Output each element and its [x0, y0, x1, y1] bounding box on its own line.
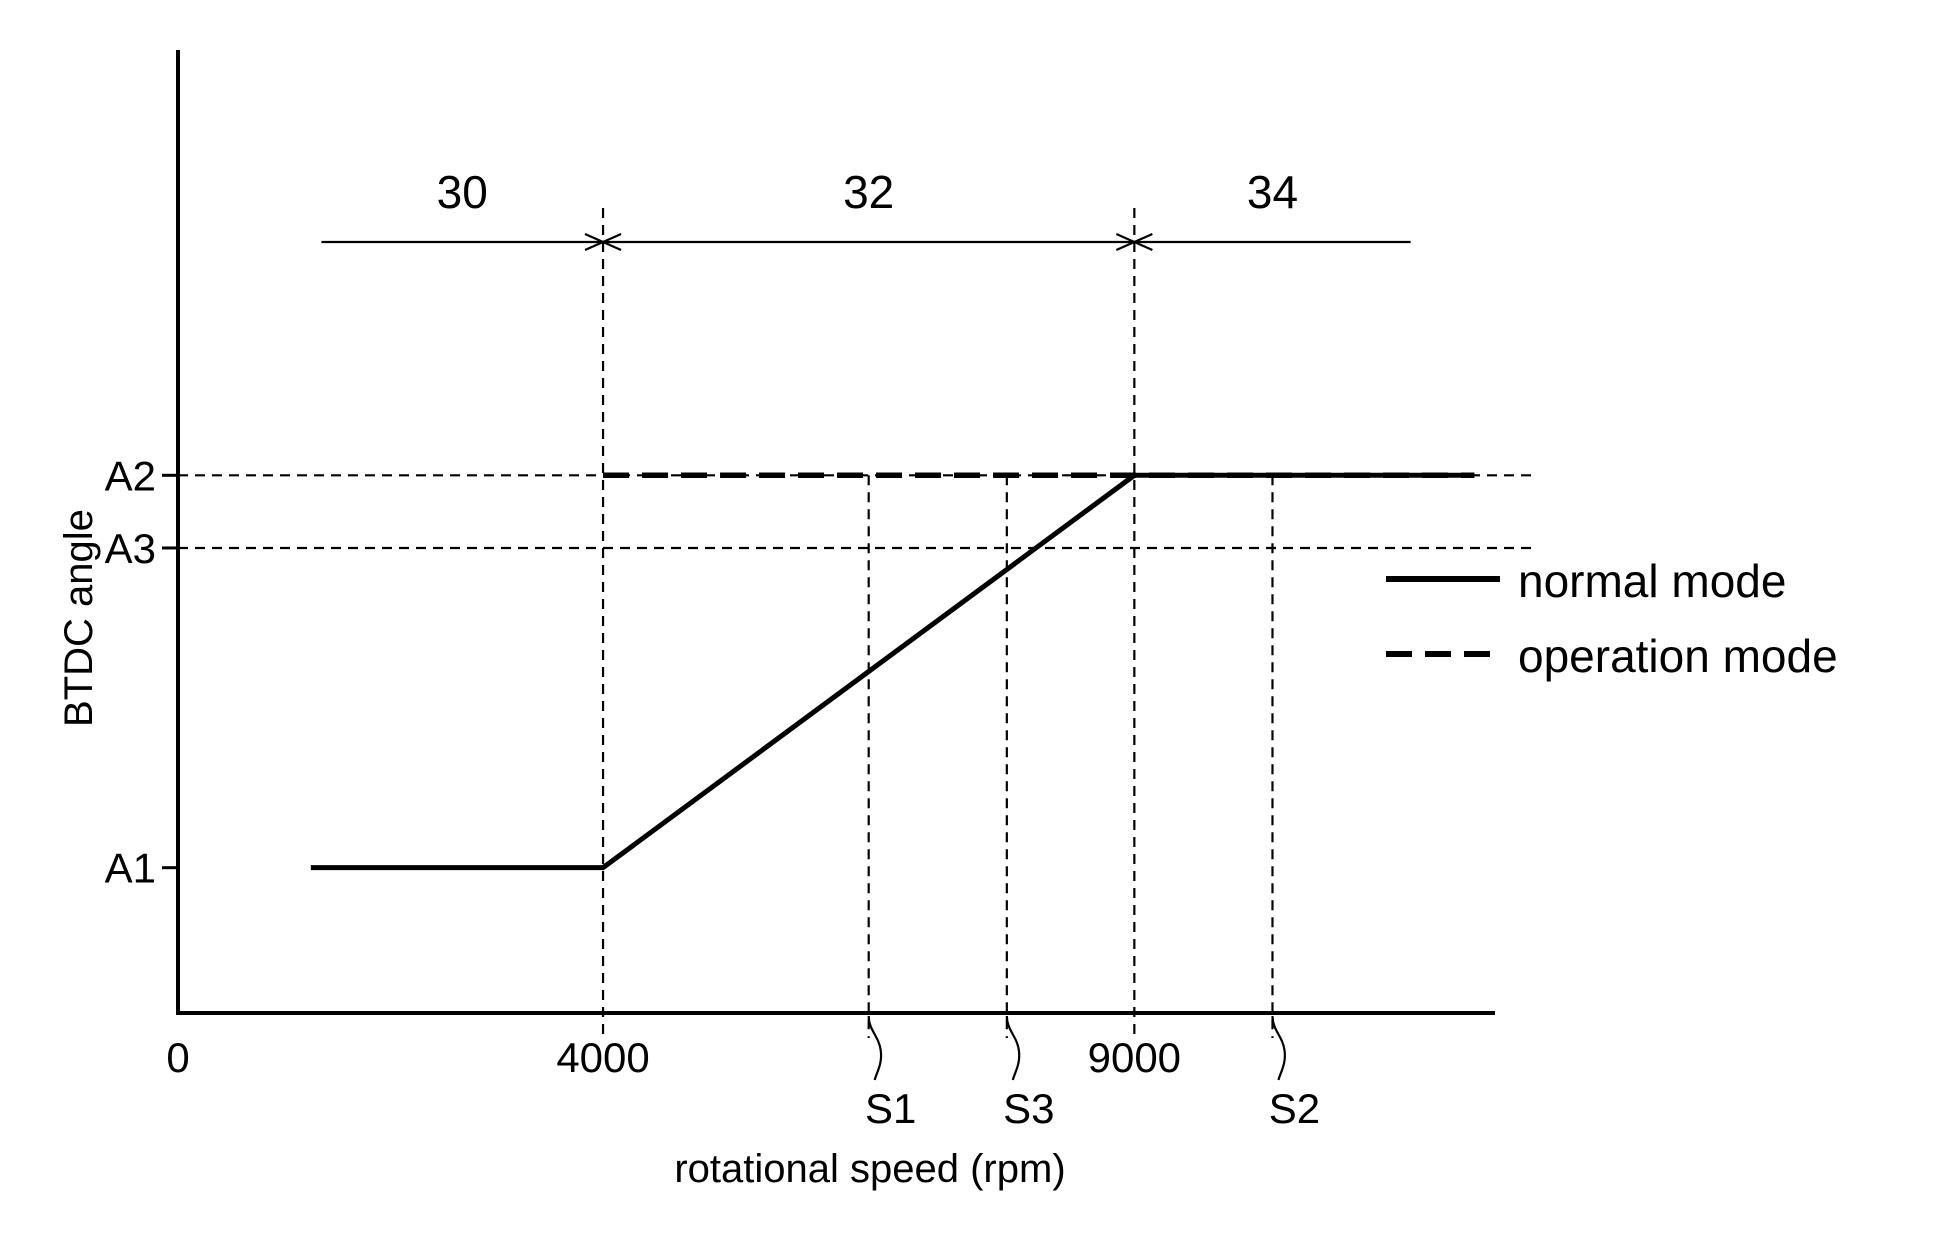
region-label-32: 32 [843, 166, 894, 218]
series-line-normal-mode [311, 475, 1475, 867]
x-tick-label-0: 0 [166, 1034, 189, 1081]
speed-marker-leader-s1 [869, 1016, 881, 1080]
region-label-30: 30 [437, 166, 488, 218]
speed-marker-label-s1: S1 [865, 1085, 916, 1132]
tick-labels: A1 A3 A2 0 4000 9000 [105, 452, 1181, 1081]
region-label-34: 34 [1247, 166, 1298, 218]
x-tick-label-4000: 4000 [556, 1034, 649, 1081]
region-brackets: 30 32 34 [321, 166, 1410, 250]
y-tick-label-a3: A3 [105, 525, 156, 572]
legend: normal mode operation mode [1386, 555, 1838, 682]
legend-label-normal-mode: normal mode [1518, 555, 1786, 607]
speed-marker-leader-s3 [1007, 1016, 1019, 1080]
x-tick-label-9000: 9000 [1088, 1034, 1181, 1081]
reference-lines [178, 208, 1533, 1038]
speed-marker-label-s3: S3 [1003, 1085, 1054, 1132]
y-axis-title: BTDC angle [57, 509, 101, 727]
legend-label-operation-mode: operation mode [1518, 630, 1838, 682]
x-axis-title: rotational speed (rpm) [674, 1147, 1065, 1191]
speed-marker-label-s2: S2 [1269, 1085, 1320, 1132]
y-tick-label-a2: A2 [105, 452, 156, 499]
speed-marker-leader-s2 [1272, 1016, 1284, 1080]
series [311, 475, 1475, 867]
y-tick-label-a1: A1 [105, 845, 156, 892]
